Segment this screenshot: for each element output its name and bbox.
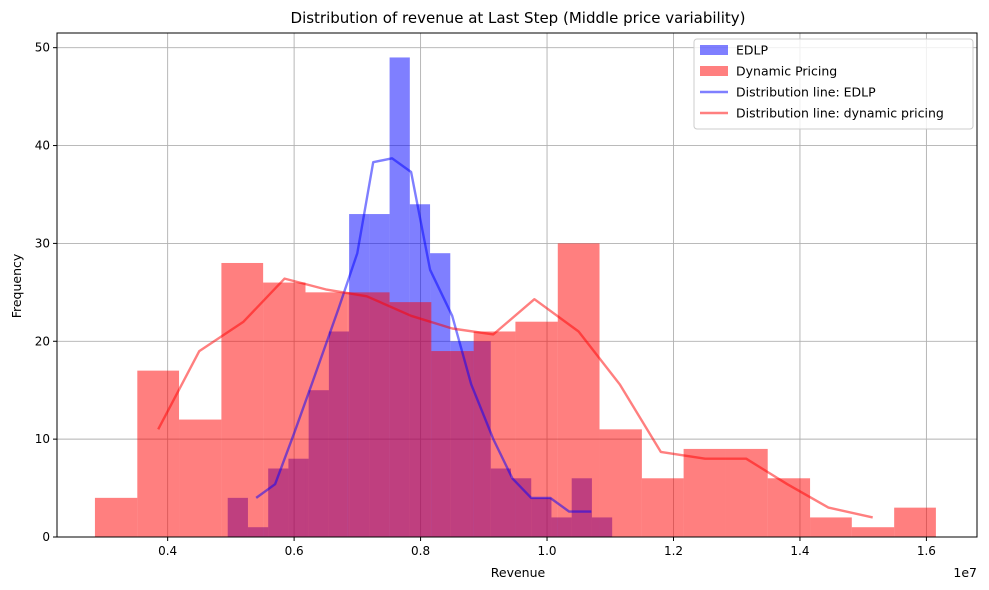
legend: EDLP Dynamic Pricing Distribution line: ED… bbox=[693, 38, 974, 130]
distribution-line-edlp-line bbox=[255, 157, 592, 513]
distribution-line-edlp-legend-label: Distribution line: EDLP bbox=[736, 85, 876, 100]
distribution-line-dynamic-pricing-line bbox=[157, 277, 873, 519]
x-tick-label: 0.6 bbox=[285, 544, 304, 558]
y-tick-label: 40 bbox=[35, 139, 50, 153]
dynamic-pricing-bar bbox=[263, 282, 306, 537]
dynamic-pricing-bar bbox=[894, 507, 936, 537]
plot-frame bbox=[56, 32, 978, 538]
dynamic-pricing-bar bbox=[473, 331, 516, 537]
x-tick-label: 0.4 bbox=[158, 544, 177, 558]
y-axis-title: Frequency bbox=[9, 253, 24, 318]
dynamic-pricing-bar bbox=[599, 429, 642, 537]
y-tick-label: 50 bbox=[35, 41, 50, 55]
dynamic-pricing-bar bbox=[851, 527, 895, 537]
dynamic-pricing-bar bbox=[137, 370, 180, 537]
dynamic-pricing-bar bbox=[683, 448, 726, 537]
dynamic-pricing-legend-label: Dynamic Pricing bbox=[736, 64, 837, 79]
dynamic-pricing-bar bbox=[557, 243, 600, 537]
dynamic-pricing-bar bbox=[347, 292, 390, 537]
dynamic-pricing-bar bbox=[221, 262, 264, 537]
y-tick-label: 20 bbox=[35, 334, 50, 348]
x-tick-label: 1.6 bbox=[917, 544, 936, 558]
x-axis-title: Revenue bbox=[491, 565, 546, 580]
histogram-bars bbox=[94, 57, 936, 538]
legend-box bbox=[693, 38, 974, 130]
y-tick-label: 30 bbox=[35, 236, 50, 250]
dynamic-pricing-bar bbox=[179, 419, 222, 537]
x-tick-label: 1.2 bbox=[664, 544, 683, 558]
x-tick-label: 1.4 bbox=[790, 544, 809, 558]
dynamic-pricing-bar bbox=[725, 448, 768, 537]
chart-title: Distribution of revenue at Last Step (Mi… bbox=[291, 9, 746, 27]
y-tick-label: 0 bbox=[42, 530, 50, 544]
dynamic-pricing-bar bbox=[94, 497, 138, 537]
x-tick-label: 0.8 bbox=[411, 544, 430, 558]
dynamic-pricing-bar bbox=[767, 478, 811, 537]
dynamic-pricing-bar bbox=[515, 321, 558, 537]
x-tick-label: 1.0 bbox=[537, 544, 556, 558]
distribution-line-dynamic-pricing-legend-label: Distribution line: dynamic pricing bbox=[736, 106, 944, 121]
dynamic-pricing-bar bbox=[810, 517, 852, 537]
axis-ticks: 0.4 0.6 0.8 1.0 1.2 1.4 1.6 0 10 20 30 40 50 bbox=[35, 41, 936, 558]
y-tick-label: 10 bbox=[35, 432, 50, 446]
distribution-lines bbox=[157, 157, 873, 519]
dynamic-pricing-bar bbox=[431, 351, 474, 537]
edlp-legend-swatch bbox=[700, 45, 728, 55]
edlp-legend-label: EDLP bbox=[736, 43, 768, 58]
dynamic-pricing-bar bbox=[305, 292, 348, 537]
dynamic-pricing-bar bbox=[389, 302, 432, 537]
dynamic-pricing-legend-swatch bbox=[700, 66, 728, 76]
dynamic-pricing-bar bbox=[641, 478, 684, 537]
x-axis-offset-label: 1e7 bbox=[953, 565, 977, 580]
